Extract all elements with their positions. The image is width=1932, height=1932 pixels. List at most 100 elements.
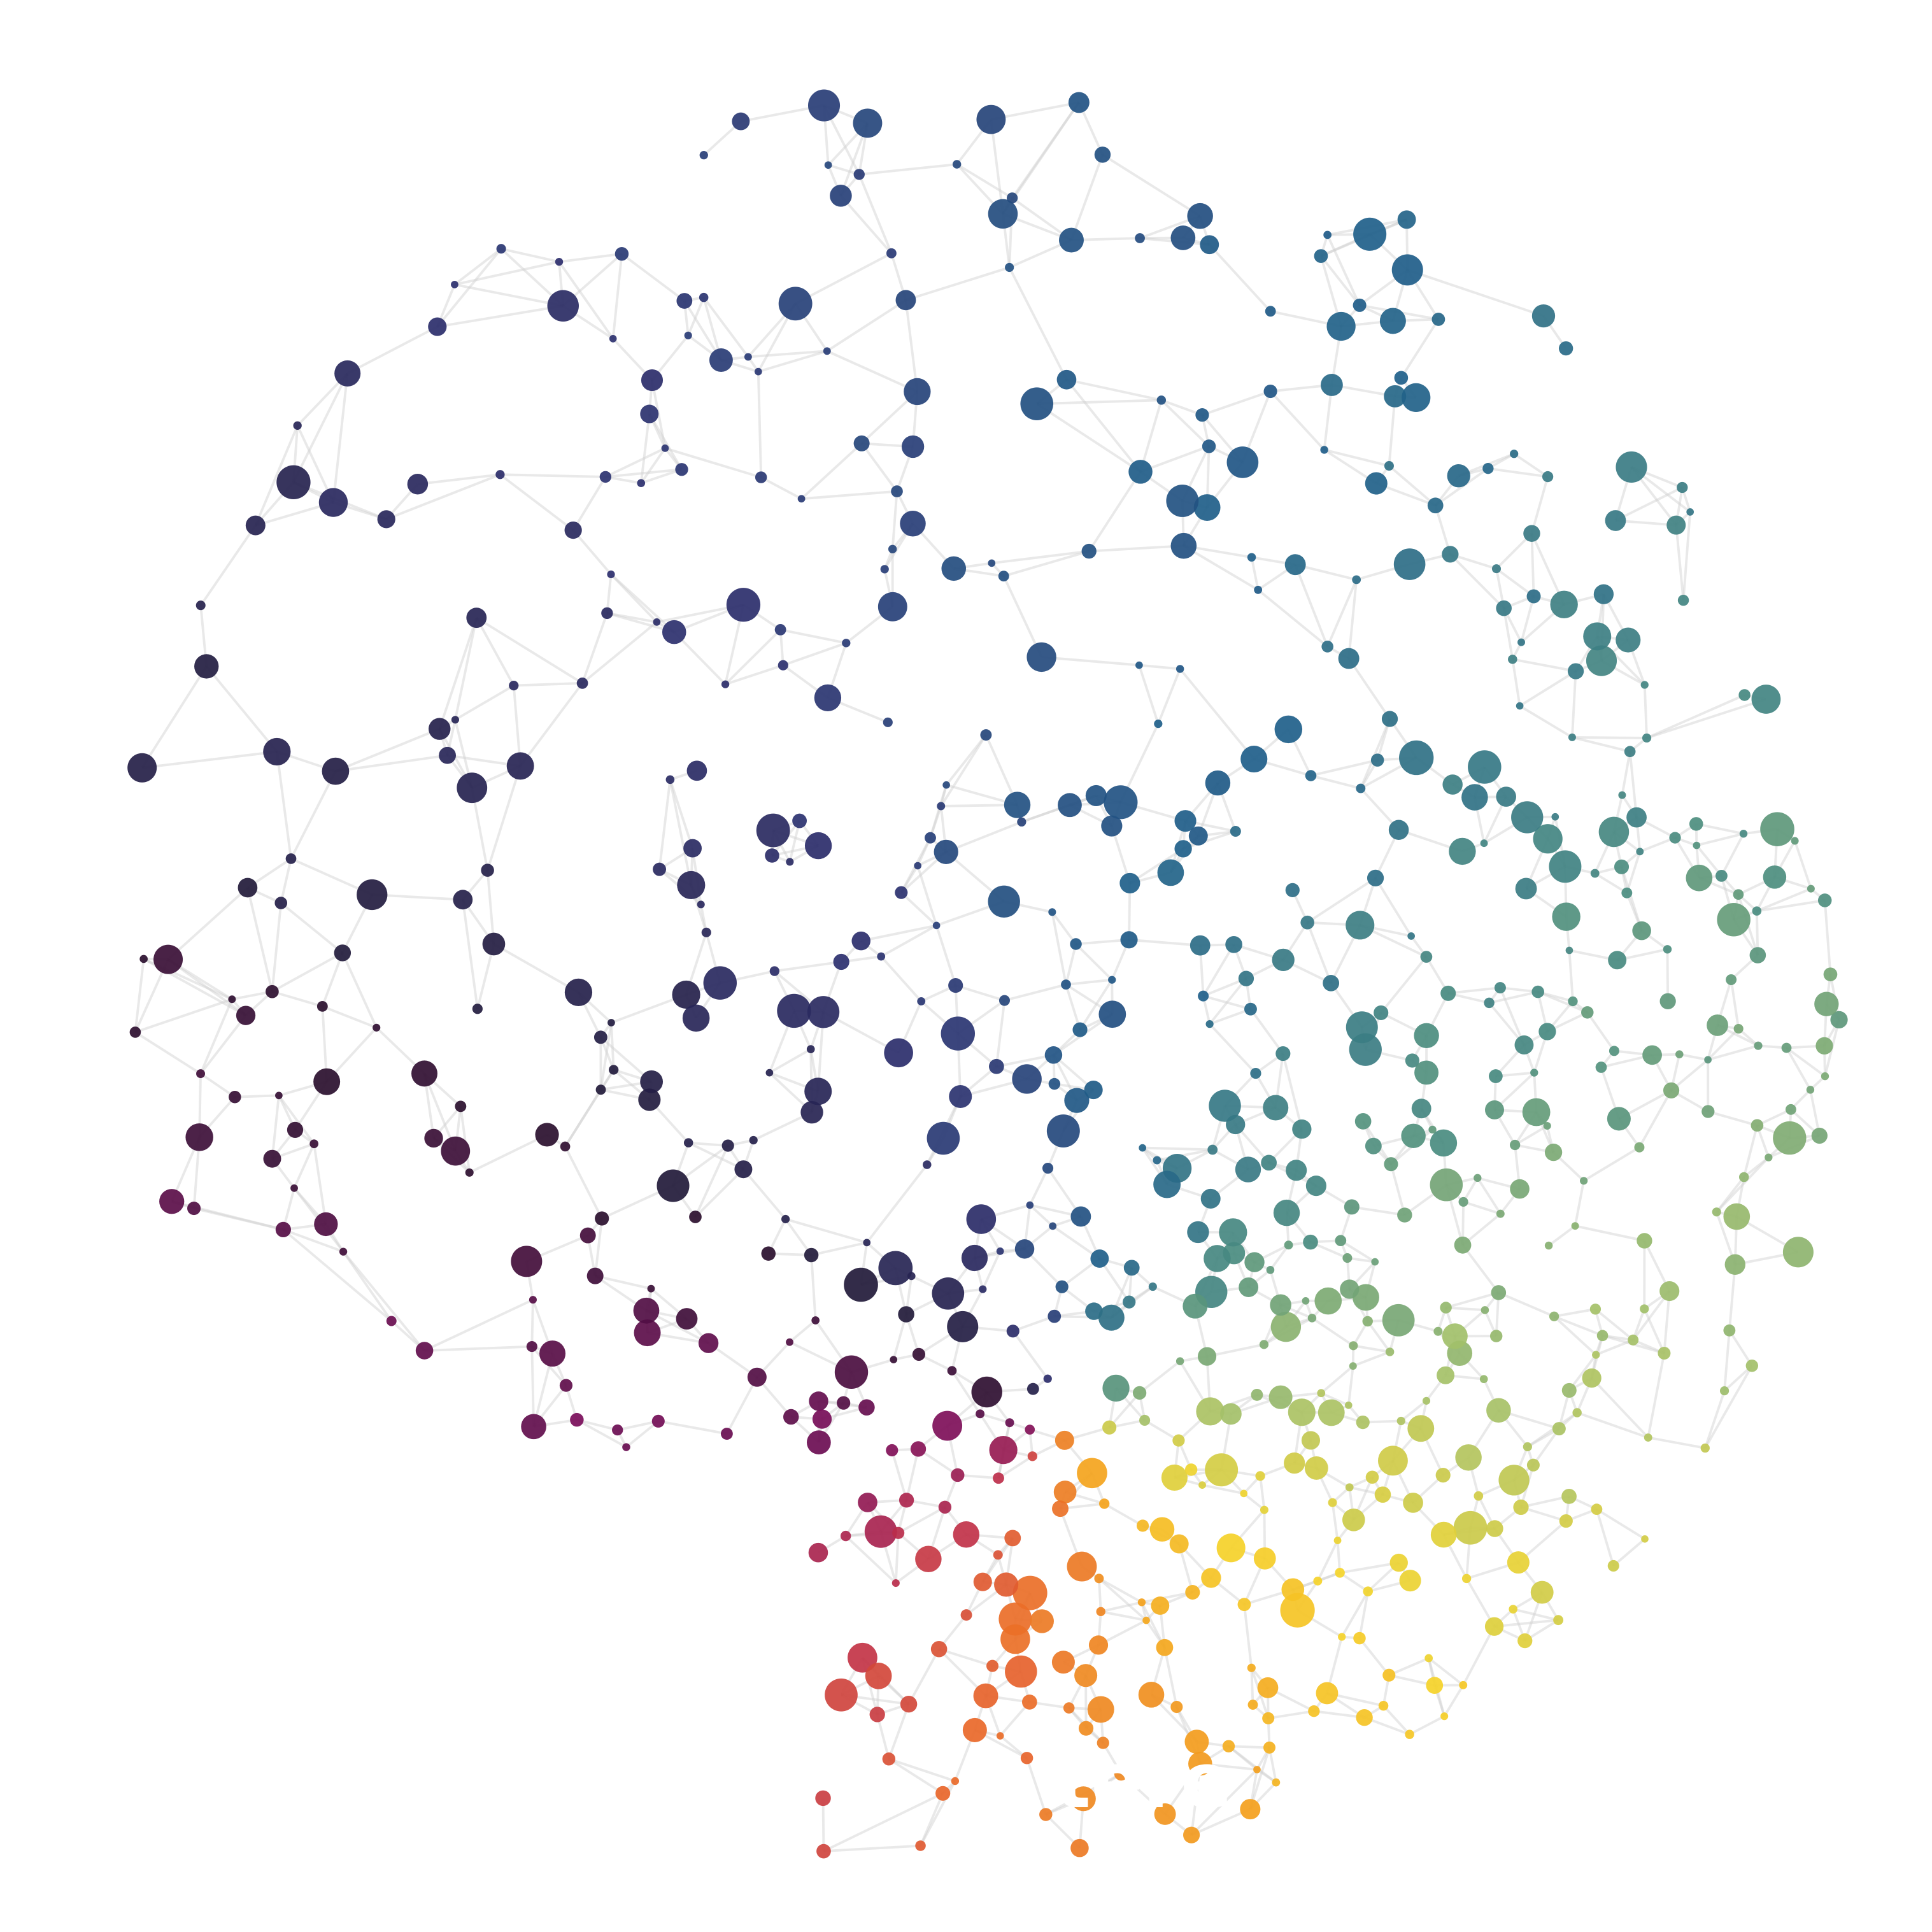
edge bbox=[905, 1449, 920, 1501]
edge bbox=[1065, 379, 1142, 473]
node bbox=[1561, 1382, 1577, 1398]
node bbox=[1265, 306, 1276, 317]
edge bbox=[785, 1218, 867, 1244]
node bbox=[1273, 1199, 1300, 1226]
node bbox=[1675, 1050, 1684, 1058]
node bbox=[1353, 298, 1367, 312]
node bbox=[1677, 481, 1688, 494]
edge bbox=[1339, 1561, 1400, 1574]
node bbox=[1000, 1624, 1030, 1654]
node bbox=[1596, 1330, 1609, 1342]
node bbox=[309, 1139, 319, 1149]
node bbox=[1335, 1568, 1345, 1578]
edge bbox=[1156, 1148, 1213, 1161]
node bbox=[1763, 865, 1787, 889]
node bbox=[842, 639, 851, 648]
node bbox=[334, 944, 352, 962]
node bbox=[1154, 720, 1163, 728]
edge bbox=[1594, 872, 1628, 894]
node bbox=[1384, 461, 1394, 471]
node bbox=[1807, 884, 1815, 893]
edge bbox=[1476, 1177, 1502, 1215]
edge bbox=[199, 998, 234, 1074]
node bbox=[451, 716, 459, 724]
edge bbox=[991, 101, 1079, 121]
edge bbox=[611, 253, 623, 339]
node bbox=[1021, 1694, 1037, 1710]
node bbox=[1174, 810, 1197, 832]
node bbox=[1427, 497, 1444, 514]
node bbox=[560, 1141, 571, 1152]
edge bbox=[839, 195, 893, 255]
node bbox=[1263, 1095, 1289, 1121]
node bbox=[1104, 785, 1138, 820]
node bbox=[1244, 1252, 1265, 1272]
node bbox=[1641, 1535, 1649, 1543]
node bbox=[1354, 1113, 1372, 1130]
node bbox=[275, 1091, 283, 1100]
node bbox=[1119, 872, 1140, 893]
edge bbox=[1351, 1205, 1405, 1216]
node bbox=[721, 680, 730, 688]
node bbox=[1751, 1119, 1764, 1132]
node bbox=[1414, 1023, 1439, 1049]
edge bbox=[322, 1005, 377, 1029]
node bbox=[941, 556, 967, 581]
node bbox=[564, 521, 582, 539]
node bbox=[314, 1212, 338, 1237]
edge bbox=[558, 252, 622, 264]
edge bbox=[486, 870, 495, 944]
edge bbox=[1388, 1657, 1430, 1677]
node bbox=[993, 1550, 1003, 1560]
node bbox=[988, 1058, 1004, 1074]
edge bbox=[1025, 1758, 1048, 1815]
edge bbox=[1389, 1163, 1406, 1216]
node bbox=[675, 463, 688, 476]
edge bbox=[1514, 1125, 1548, 1146]
node bbox=[1618, 791, 1626, 799]
node bbox=[641, 369, 664, 392]
edge bbox=[1012, 1330, 1049, 1380]
edge bbox=[436, 248, 502, 328]
node bbox=[996, 1247, 1004, 1255]
node bbox=[825, 1678, 858, 1712]
edge bbox=[1675, 525, 1685, 600]
edge bbox=[1448, 986, 1501, 995]
edge bbox=[1228, 1745, 1270, 1749]
edge bbox=[1326, 579, 1358, 648]
edge bbox=[454, 283, 564, 308]
edge bbox=[1051, 911, 1067, 985]
node bbox=[1005, 1655, 1037, 1688]
node bbox=[853, 169, 865, 180]
edge bbox=[945, 821, 1023, 853]
node bbox=[1338, 648, 1360, 669]
node bbox=[1345, 1483, 1354, 1492]
edge bbox=[141, 750, 278, 769]
edge bbox=[1707, 1044, 1759, 1062]
edge bbox=[891, 491, 899, 550]
node bbox=[1081, 543, 1097, 559]
edge bbox=[1157, 668, 1181, 725]
node bbox=[672, 980, 700, 1009]
edge bbox=[199, 1072, 236, 1098]
node bbox=[1284, 1452, 1305, 1474]
edge bbox=[234, 1094, 279, 1098]
node bbox=[1381, 711, 1398, 727]
node bbox=[1135, 661, 1143, 669]
edge bbox=[888, 1758, 956, 1782]
node bbox=[285, 853, 297, 864]
edge bbox=[1319, 255, 1361, 306]
edge bbox=[1307, 877, 1377, 924]
node bbox=[1169, 1534, 1189, 1554]
node bbox=[1397, 210, 1416, 229]
node bbox=[429, 718, 451, 740]
node bbox=[971, 1376, 1002, 1408]
node bbox=[966, 1204, 997, 1234]
edge bbox=[641, 468, 683, 485]
edge bbox=[1202, 944, 1235, 997]
node bbox=[601, 607, 613, 620]
node bbox=[1481, 1306, 1489, 1314]
node bbox=[1197, 1347, 1217, 1366]
node bbox=[1308, 1705, 1320, 1717]
edge bbox=[917, 1447, 958, 1477]
